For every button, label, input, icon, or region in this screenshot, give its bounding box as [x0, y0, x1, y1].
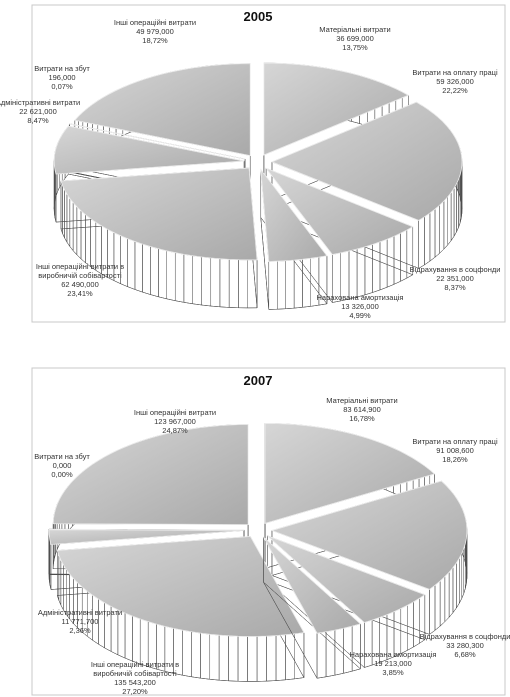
category-label: Відрахування в соцфонди	[419, 632, 510, 641]
slice	[263, 62, 410, 156]
percent-label: 16,78%	[349, 414, 375, 423]
percent-label: 13,75%	[342, 43, 368, 52]
slice	[267, 535, 426, 623]
category-label: Відрахування в соцфонди	[409, 265, 501, 274]
data-label: Відрахування в соцфонди 33 280,300 6,68%	[417, 632, 510, 659]
category-label: Адміністративні витрати	[0, 98, 81, 107]
category-label: Інші операційні витрати в виробничій соб…	[90, 660, 180, 678]
value-label: 0,000	[52, 461, 72, 470]
data-label: Адміністративні витрати 11 771,700 2,36%	[32, 608, 128, 635]
data-label: Інші операційні витрати 49 979,000 18,72%	[107, 18, 203, 45]
value-label: 123 967,000	[154, 417, 196, 426]
percent-label: 2,36%	[69, 626, 91, 635]
percent-label: 22,22%	[442, 86, 468, 95]
category-label: Витрати на збут	[34, 452, 90, 461]
category-label: Матеріальні витрати	[326, 396, 398, 405]
percent-label: 23,41%	[67, 289, 93, 298]
value-label: 49 979,000	[136, 27, 174, 36]
slice	[263, 536, 362, 634]
category-label: Витрати на оплату праці	[412, 68, 498, 77]
chart-frame	[31, 367, 506, 696]
category-label: Інші операційні витрати в виробничій соб…	[35, 262, 125, 280]
chart-frame	[31, 4, 506, 323]
value-label: 83 614,900	[343, 405, 381, 414]
slice	[270, 480, 468, 590]
category-label: Адміністративні витрати	[37, 608, 123, 617]
value-label: 22 621,000	[19, 107, 57, 116]
data-label: Відрахування в соцфонди 22 351,000 8,37%	[407, 265, 503, 292]
percent-label: 18,72%	[142, 36, 168, 45]
data-label: Адміністративні витрати 22 621,000 8,47%	[0, 98, 86, 125]
data-label: Витрати на збут 196,000 0,07%	[14, 64, 110, 91]
value-label: 91 008,600	[436, 446, 474, 455]
data-label: Інші операційні витрати 123 967,000 24,87%	[127, 408, 223, 435]
value-label: 19 213,000	[374, 659, 412, 668]
data-label: Витрати на оплату праці 91 008,600 18,26%	[407, 437, 503, 464]
percent-label: 8,37%	[444, 283, 466, 292]
category-label: Витрати на збут	[34, 64, 90, 73]
data-label: Нарахована амортизація 19 213,000 3,85%	[345, 650, 441, 677]
value-label: 62 490,000	[61, 280, 99, 289]
slice	[56, 536, 305, 637]
category-label: Інші операційні витрати	[133, 408, 217, 417]
category-label: Інші операційні витрати	[113, 18, 197, 27]
percent-label: 0,00%	[51, 470, 73, 479]
percent-label: 18,26%	[442, 455, 468, 464]
slice	[260, 168, 328, 262]
slice	[68, 123, 246, 160]
percent-label: 27,20%	[122, 687, 148, 696]
slice	[270, 101, 463, 221]
value-label: 135 543,200	[114, 678, 156, 687]
category-label: Матеріальні витрати	[319, 25, 391, 34]
slice	[264, 422, 436, 524]
percent-label: 0,07%	[51, 82, 73, 91]
data-label: Нарахована амортизація 13 326,000 4,99%	[312, 293, 408, 320]
percent-label: 8,47%	[27, 116, 49, 125]
slice	[74, 63, 251, 157]
chart-title: 2005	[243, 9, 273, 24]
value-label: 59 326,000	[436, 77, 474, 86]
data-label: Інші операційні витрати в виробничій соб…	[32, 262, 128, 298]
percent-label: 3,85%	[382, 668, 404, 677]
percent-label: 6,68%	[454, 650, 476, 659]
category-label: Нарахована амортизація	[316, 293, 404, 302]
category-label: Нарахована амортизація	[349, 650, 437, 659]
value-label: 11 771,700	[61, 617, 99, 626]
data-label: Матеріальні витрати 36 699,000 13,75%	[307, 25, 403, 52]
value-label: 36 699,000	[336, 34, 374, 43]
value-label: 196,000	[48, 73, 76, 82]
data-label: Інші операційні витрати в виробничій соб…	[87, 660, 183, 696]
slice	[60, 167, 258, 261]
category-label: Витрати на оплату праці	[412, 437, 498, 446]
value-label: 33 280,300	[446, 641, 484, 650]
chart-title: 2007	[243, 373, 273, 388]
value-label: 13 326,000	[341, 302, 379, 311]
slice	[48, 529, 245, 545]
percent-label: 4,99%	[349, 311, 371, 320]
slice	[52, 424, 249, 525]
value-label: 22 351,000	[436, 274, 474, 283]
slice	[53, 125, 245, 175]
percent-label: 24,87%	[162, 426, 188, 435]
data-label: Витрати на збут 0,000 0,00%	[14, 452, 110, 479]
data-label: Матеріальні витрати 83 614,900 16,78%	[314, 396, 410, 423]
data-label: Витрати на оплату праці 59 326,000 22,22%	[407, 68, 503, 95]
slice	[264, 167, 414, 255]
